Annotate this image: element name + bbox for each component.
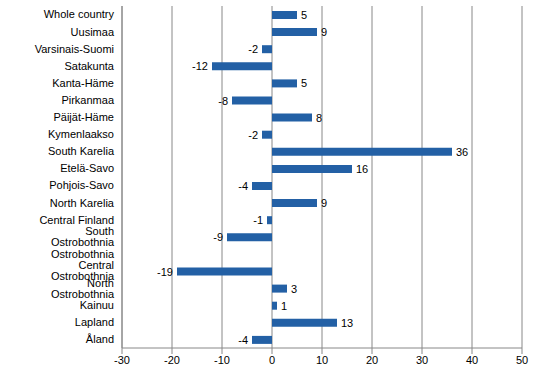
svg-text:Varsinais-Suomi: Varsinais-Suomi [35,43,114,55]
svg-text:-1: -1 [253,214,263,226]
svg-text:-20: -20 [164,354,180,366]
svg-text:North Karelia: North Karelia [50,197,115,209]
svg-text:SouthOstrobothnia: SouthOstrobothnia [51,225,115,248]
svg-text:8: 8 [316,112,322,124]
svg-text:5: 5 [301,77,307,89]
svg-text:-30: -30 [114,354,130,366]
svg-text:36: 36 [456,146,468,158]
svg-text:NorthOstrobothnia: NorthOstrobothnia [51,277,115,300]
svg-text:30: 30 [416,354,428,366]
svg-text:1: 1 [281,300,287,312]
svg-text:5: 5 [301,9,307,21]
svg-text:-4: -4 [238,180,248,192]
svg-text:50: 50 [516,354,528,366]
svg-text:13: 13 [341,317,353,329]
svg-text:40: 40 [466,354,478,366]
svg-text:-10: -10 [214,354,230,366]
svg-text:Pirkanmaa: Pirkanmaa [61,94,114,106]
svg-text:Etelä-Savo: Etelä-Savo [60,162,114,174]
svg-text:Pohjois-Savo: Pohjois-Savo [49,179,114,191]
svg-text:-19: -19 [157,266,173,278]
svg-text:Central Finland: Central Finland [39,214,114,226]
svg-text:Päijät-Häme: Päijät-Häme [53,111,114,123]
svg-text:-12: -12 [192,60,208,72]
svg-text:20: 20 [366,354,378,366]
svg-text:-2: -2 [248,43,258,55]
svg-text:Kymenlaakso: Kymenlaakso [48,128,114,140]
svg-text:10: 10 [316,354,328,366]
svg-text:Whole country: Whole country [44,8,115,20]
svg-text:-9: -9 [213,231,223,243]
svg-text:Satakunta: Satakunta [64,60,114,72]
svg-text:Ostrobothnia: Ostrobothnia [51,248,115,260]
svg-text:9: 9 [321,197,327,209]
svg-text:0: 0 [269,354,275,366]
svg-text:South Karelia: South Karelia [48,145,115,157]
svg-text:Åland: Åland [86,333,114,345]
svg-text:Uusimaa: Uusimaa [71,26,115,38]
svg-text:Kanta-Häme: Kanta-Häme [52,77,114,89]
svg-text:3: 3 [291,283,297,295]
svg-text:9: 9 [321,26,327,38]
svg-text:16: 16 [356,163,368,175]
svg-text:-8: -8 [218,95,228,107]
svg-text:Kainuu: Kainuu [80,299,114,311]
svg-text:Lapland: Lapland [75,316,114,328]
svg-text:-4: -4 [238,334,248,346]
svg-text:-2: -2 [248,129,258,141]
